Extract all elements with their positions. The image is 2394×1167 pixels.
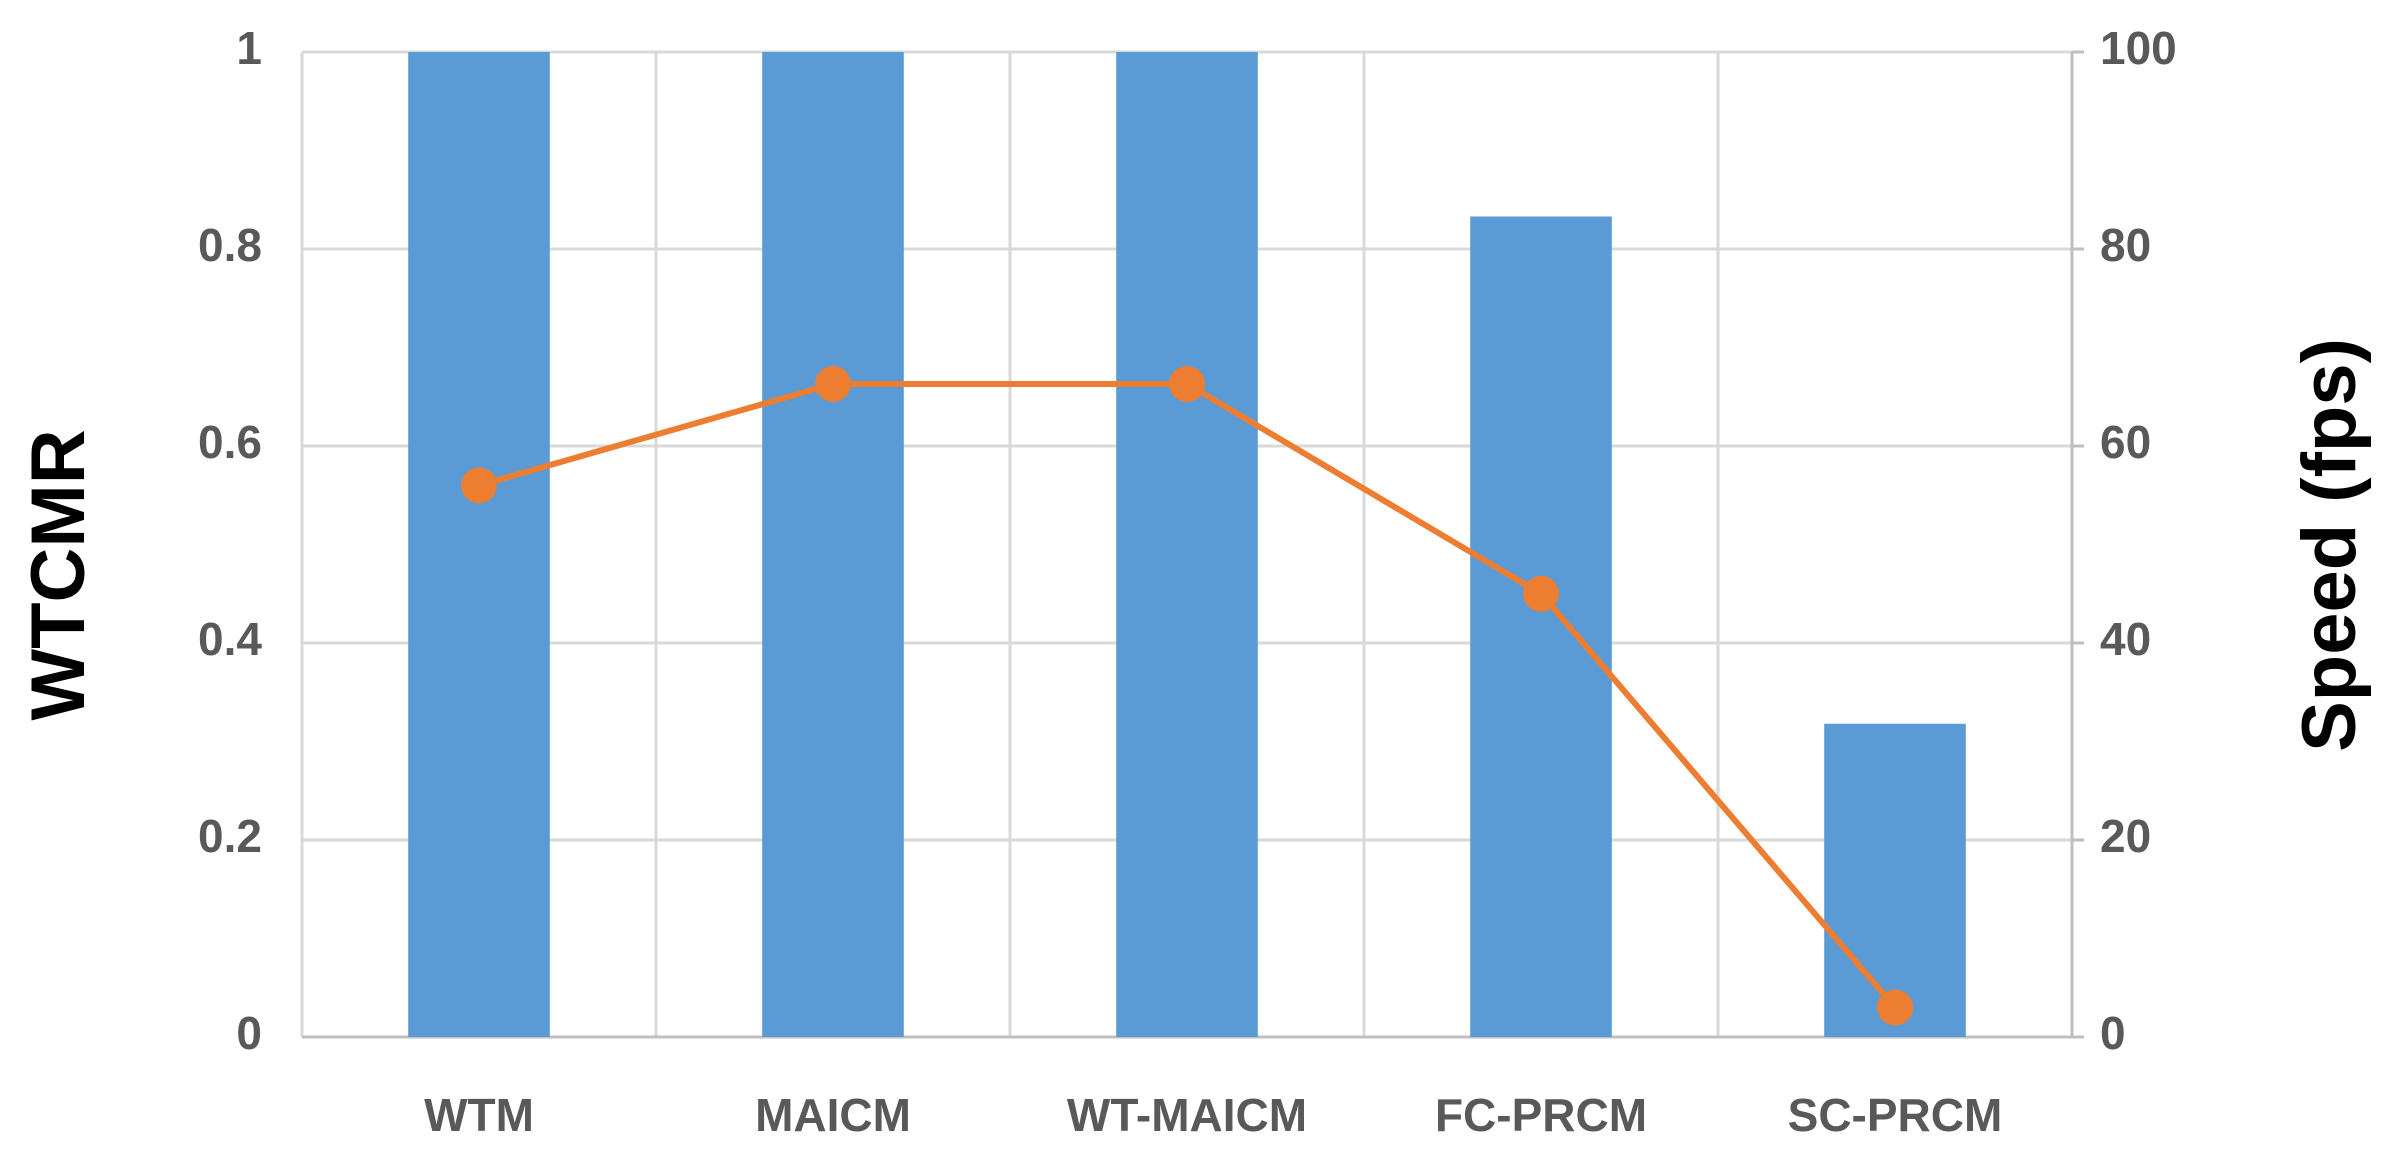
y2-tick-label: 0 [2100, 1007, 2126, 1059]
y2-tick-label: 60 [2100, 416, 2151, 468]
y-tick-label: 0.2 [198, 810, 262, 862]
x-tick-label: MAICM [755, 1089, 911, 1141]
x-tick-label: SC-PRCM [1788, 1089, 2003, 1141]
x-tick-label: WT-MAICM [1067, 1089, 1307, 1141]
y2-tick-label: 100 [2100, 22, 2177, 74]
bar [762, 52, 904, 1037]
x-tick-label: WTM [424, 1089, 534, 1141]
y-tick-label: 0.6 [198, 416, 262, 468]
y-tick-label: 0.4 [198, 613, 262, 665]
line-point [1877, 989, 1913, 1026]
x-tick-label: FC-PRCM [1435, 1089, 1647, 1141]
y2-axis-title: Speed (fps) [2287, 338, 2372, 752]
y-tick-label: 0.8 [198, 219, 262, 271]
line-point [1523, 575, 1559, 612]
y-tick-label: 1 [236, 22, 262, 74]
line-point [461, 467, 497, 504]
line-point [1169, 365, 1205, 402]
bar [1116, 52, 1258, 1037]
bar [1824, 723, 1966, 1037]
bar [408, 52, 550, 1037]
y-tick-label: 0 [236, 1007, 262, 1059]
bar [1470, 216, 1612, 1037]
y2-tick-label: 80 [2100, 219, 2151, 271]
line-point [815, 365, 851, 402]
y2-tick-label: 20 [2100, 810, 2151, 862]
y2-tick-label: 40 [2100, 613, 2151, 665]
y-axis-title: WTCMR [16, 429, 101, 720]
